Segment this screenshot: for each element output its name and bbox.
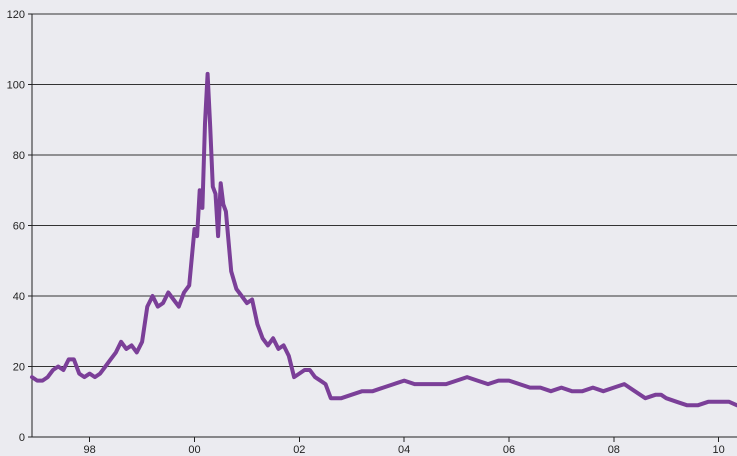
x-tick-label: 00: [188, 444, 200, 456]
series-line-0: [30, 71, 737, 408]
x-tick-label: 98: [84, 444, 96, 456]
x-tick-label: 10: [713, 444, 725, 456]
x-tick-label: 08: [608, 444, 620, 456]
gridlines: [32, 13, 737, 367]
y-tick-label: 100: [7, 80, 25, 92]
y-tick-label: 0: [19, 432, 25, 444]
series-layer: [30, 71, 737, 408]
x-tick-label: 02: [293, 444, 305, 456]
axes: [28, 13, 737, 442]
x-tick-label: 04: [398, 444, 410, 456]
x-tick-label: 06: [503, 444, 515, 456]
y-tick-label: 80: [13, 150, 25, 162]
y-tick-label: 40: [13, 291, 25, 303]
x-tick-labels: 98 00 02 04 06 08 10: [84, 444, 725, 456]
y-tick-label: 60: [13, 221, 25, 233]
y-tick-label: 20: [13, 362, 25, 374]
y-tick-labels: 0 20 40 60 80 100 120: [7, 9, 25, 444]
y-tick-label: 120: [7, 9, 25, 21]
